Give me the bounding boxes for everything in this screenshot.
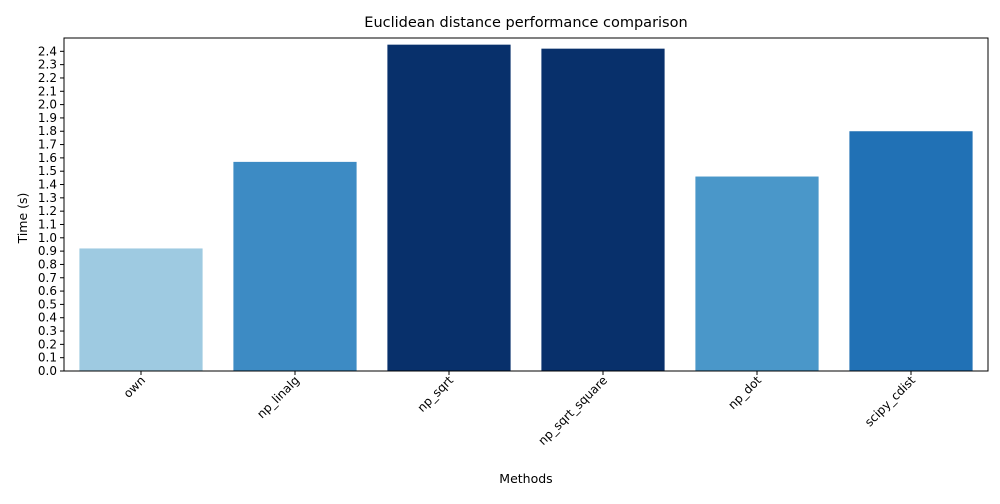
- y-tick-label: 1.5: [38, 164, 57, 178]
- bar-np-dot: [695, 176, 819, 371]
- y-tick-label: 2.2: [38, 71, 57, 85]
- y-tick-label: 1.6: [38, 151, 57, 165]
- y-tick-label: 1.1: [38, 217, 57, 231]
- y-tick-label: 0.7: [38, 271, 57, 285]
- y-tick-label: 0.3: [38, 324, 57, 338]
- bar-np-sqrt-square: [541, 48, 665, 371]
- y-tick-label: 1.4: [38, 178, 57, 192]
- y-tick-label: 0.9: [38, 244, 57, 258]
- plot-frame: [63, 37, 989, 372]
- bar-own: [79, 248, 203, 371]
- y-tick-label: 1.3: [38, 191, 57, 205]
- bar-scipy-cdist: [849, 131, 973, 371]
- y-tick-label: 2.3: [38, 58, 57, 72]
- y-tick-label: 0.4: [38, 311, 57, 325]
- y-axis-label: Time (s): [15, 193, 30, 245]
- y-tick-label: 1.7: [38, 138, 57, 152]
- y-tick-label: 0.0: [38, 364, 57, 378]
- y-tick-label: 0.6: [38, 284, 57, 298]
- bar-np-sqrt: [387, 44, 511, 371]
- y-tick-label: 0.8: [38, 257, 57, 271]
- y-tick-label: 0.1: [38, 351, 57, 365]
- y-tick-label: 2.0: [38, 98, 57, 112]
- y-tick-label: 1.2: [38, 204, 57, 218]
- bars-group: [79, 44, 973, 371]
- y-tick-label: 2.1: [38, 84, 57, 98]
- y-axis: 0.00.10.20.30.40.50.60.70.80.91.01.11.21…: [38, 44, 64, 378]
- bar-np-linalg: [233, 161, 357, 371]
- y-tick-label: 1.0: [38, 231, 57, 245]
- y-tick-label: 1.8: [38, 124, 57, 138]
- y-tick-label: 0.5: [38, 297, 57, 311]
- chart-title: Euclidean distance performance compariso…: [364, 15, 687, 31]
- y-tick-label: 1.9: [38, 111, 57, 125]
- y-tick-label: 0.2: [38, 337, 57, 351]
- y-tick-label: 2.4: [38, 44, 57, 58]
- x-axis-label: Methods: [499, 471, 552, 486]
